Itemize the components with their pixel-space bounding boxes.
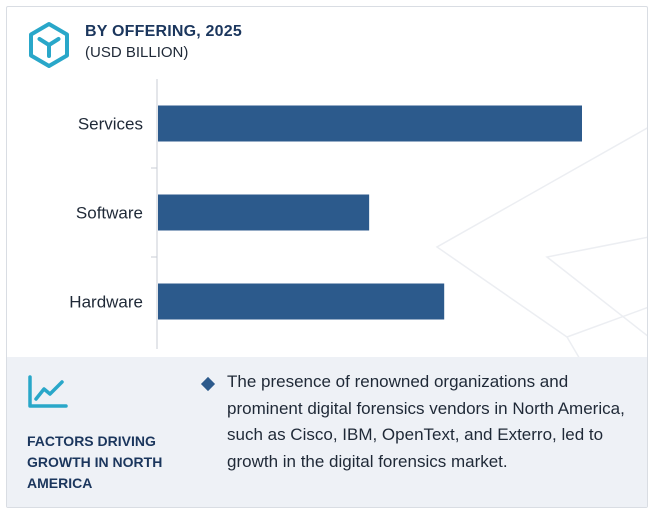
category-labels: Services Software Hardware bbox=[69, 115, 143, 312]
diamond-bullet-icon bbox=[200, 376, 216, 392]
chart-header: BY OFFERING, 2025 (USD BILLION) bbox=[25, 21, 242, 69]
category-label-hardware: Hardware bbox=[69, 293, 143, 312]
category-label-services: Services bbox=[78, 115, 143, 134]
bar-software bbox=[158, 194, 370, 231]
factors-title: FACTORS DRIVING GROWTH IN NORTH AMERICA bbox=[27, 433, 163, 491]
chart-subtitle: (USD BILLION) bbox=[85, 44, 189, 61]
factors-panel: FACTORS DRIVING GROWTH IN NORTH AMERICA … bbox=[7, 357, 647, 507]
bar-services bbox=[158, 105, 582, 142]
bar-chart: Services Software Hardware bbox=[69, 79, 582, 349]
category-axis bbox=[151, 79, 158, 349]
trend-chart-icon bbox=[28, 375, 68, 408]
bars bbox=[158, 105, 582, 320]
chart-title: BY OFFERING, 2025 bbox=[85, 23, 242, 40]
cube-hexagon-icon bbox=[29, 22, 69, 68]
infographic-card: BY OFFERING, 2025 (USD BILLION) Services… bbox=[6, 6, 648, 508]
bar-hardware bbox=[158, 283, 445, 320]
category-label-software: Software bbox=[76, 204, 143, 223]
factors-description: The presence of renowned organizations a… bbox=[227, 372, 625, 471]
